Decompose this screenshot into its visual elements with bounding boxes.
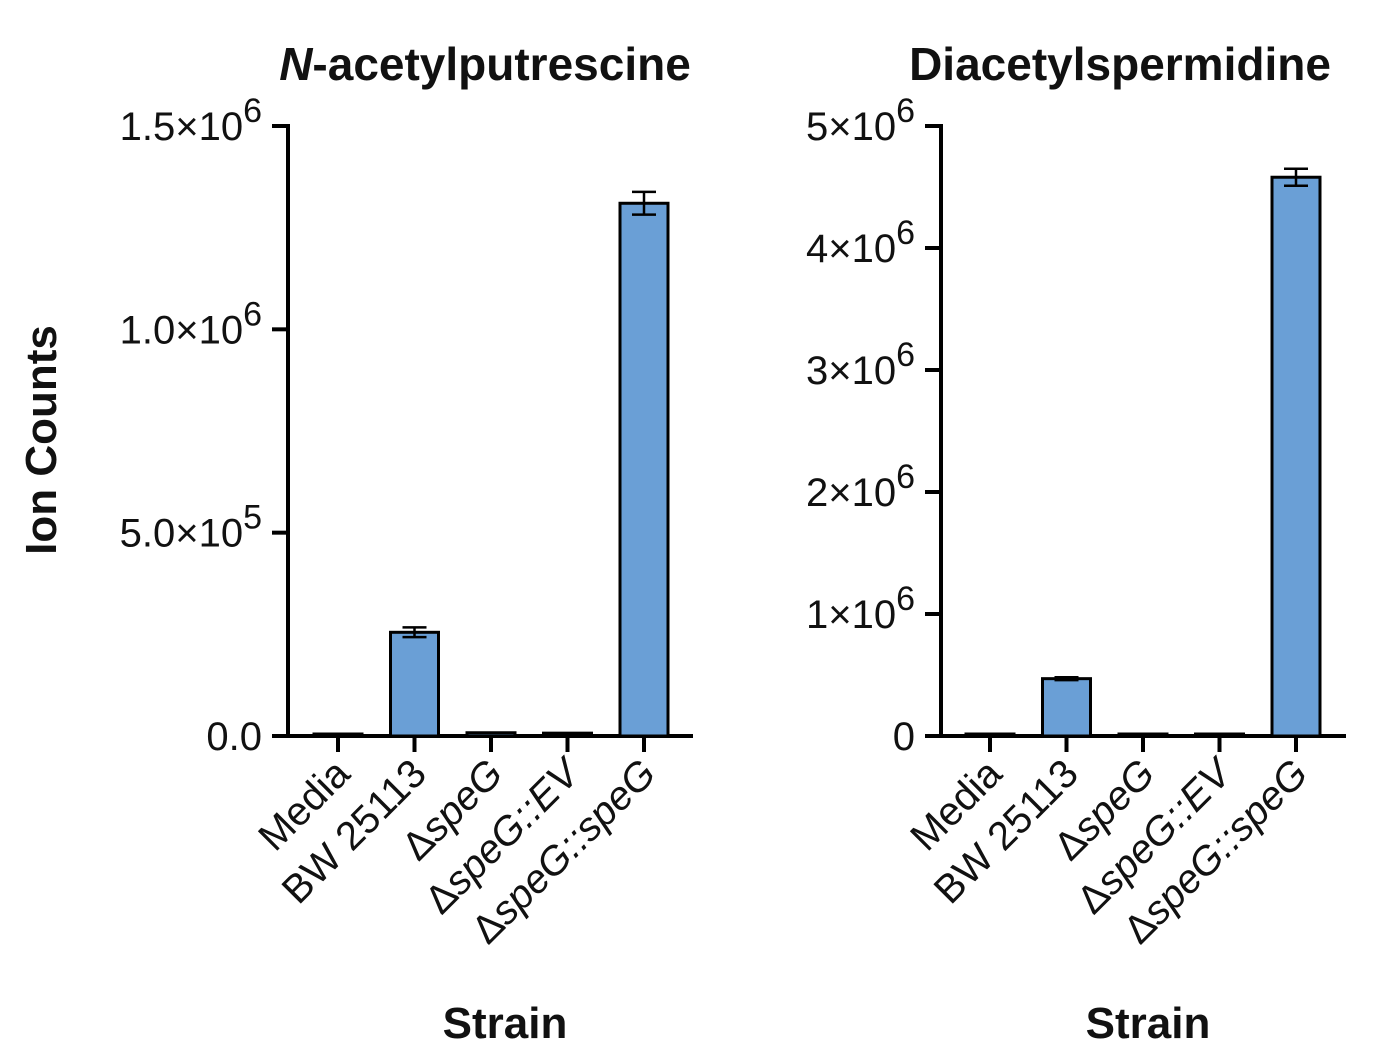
bar--speg-ev	[1194, 732, 1245, 738]
y-tick-label: 1.5×106	[120, 92, 262, 149]
y-tick-label: 1.0×106	[120, 295, 262, 352]
bar--speg	[465, 731, 517, 738]
y-tick-mantissa: 0.0	[206, 715, 262, 759]
y-tick-exponent: 6	[243, 295, 262, 333]
y-tick-mantissa: 4×10	[806, 227, 896, 271]
y-tick-label: 3×106	[806, 336, 915, 393]
y-tick-label: 0.0	[206, 715, 262, 759]
bar-media	[964, 732, 1016, 738]
bar--speg-speg	[618, 201, 670, 738]
title-italic-part: N	[279, 38, 313, 90]
panel-title: N-acetylputrescine	[279, 38, 691, 90]
x-axis-label: Strain	[1086, 999, 1211, 1048]
title-main-part: -acetylputrescine	[312, 38, 690, 90]
x-axis-label: Strain	[443, 999, 568, 1048]
panel-n-acetylputrescine: N-acetylputrescine Strain 0.0 5.0×105 1.0×…	[120, 38, 693, 1048]
bar-bw-25113	[389, 630, 440, 738]
y-tick-exponent: 6	[896, 92, 915, 130]
y-tick-label: 2×106	[806, 458, 915, 515]
y-tick-label: 5×106	[806, 92, 915, 149]
bar-bw-25113	[1041, 677, 1092, 738]
y-tick-exponent: 6	[243, 92, 262, 130]
title-main-part: Diacetylspermidine	[909, 38, 1331, 90]
y-tick-label: 4×106	[806, 214, 915, 271]
y-tick-mantissa: 1.5×10	[120, 105, 243, 149]
y-tick-mantissa: 5×10	[806, 105, 896, 149]
y-tick-mantissa: 1×10	[806, 593, 896, 637]
y-tick-label: 5.0×105	[120, 499, 262, 556]
panel-diacetylspermidine: Diacetylspermidine Strain 01×1062×1063×1…	[806, 38, 1346, 1048]
y-tick-mantissa: 2×10	[806, 471, 896, 515]
bar--speg-ev	[542, 731, 593, 738]
bar--speg	[1117, 732, 1169, 738]
panel-title: Diacetylspermidine	[909, 38, 1331, 90]
y-tick-exponent: 6	[896, 580, 915, 618]
y-tick-exponent: 5	[243, 499, 262, 537]
bar-media	[312, 732, 364, 738]
y-tick-label: 0	[893, 715, 915, 759]
y-tick-mantissa: 3×10	[806, 349, 896, 393]
y-tick-exponent: 6	[896, 336, 915, 374]
y-tick-mantissa: 0	[893, 715, 915, 759]
y-tick-label: 1×106	[806, 580, 915, 637]
y-tick-mantissa: 5.0×10	[120, 512, 243, 556]
y-axis-label: Ion Counts	[17, 325, 66, 555]
y-tick-mantissa: 1.0×10	[120, 308, 243, 352]
y-tick-exponent: 6	[896, 458, 915, 496]
bar--speg-speg	[1270, 175, 1322, 738]
y-tick-exponent: 6	[896, 214, 915, 252]
